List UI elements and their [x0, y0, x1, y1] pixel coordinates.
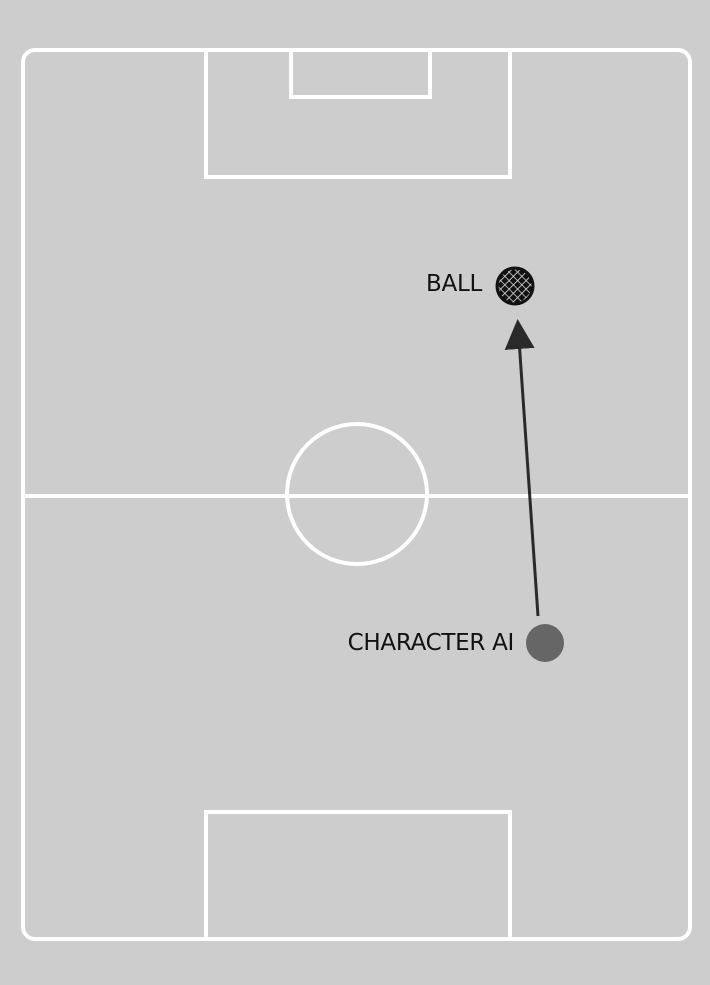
- path-arrow: [504, 319, 540, 617]
- soccer-ball-icon: [495, 266, 535, 306]
- bottom-penalty-box: [204, 810, 512, 941]
- character-ai-label: CHARACTER AI: [347, 630, 515, 656]
- character-ai-marker-icon: [526, 624, 564, 662]
- center-circle: [285, 422, 429, 566]
- ball-label: BALL: [426, 271, 482, 297]
- top-penalty-box: [204, 48, 512, 179]
- top-goal-box: [289, 48, 432, 99]
